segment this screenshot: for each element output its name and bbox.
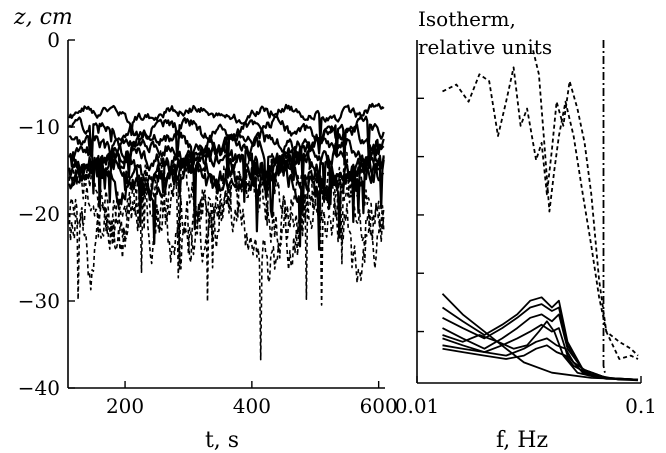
right-axes: 0.01 0.1: [395, 40, 657, 418]
right-x-axis-title: f, Hz: [496, 428, 548, 453]
right-chart: 0.01 0.1 Isotherm, relative units f, Hz: [395, 7, 657, 453]
right-x-tick-label: 0.1: [625, 394, 657, 418]
right-annotation-line-1: Isotherm,: [418, 7, 516, 31]
left-y-tick-label: −30: [18, 289, 60, 313]
left-x-tick-label: 600: [360, 394, 398, 418]
right-plot-series: [441, 40, 639, 382]
left-x-tick-label: 400: [233, 394, 271, 418]
left-x-tick-label: 200: [106, 394, 144, 418]
left-series-line-10: [68, 151, 385, 303]
left-y-tick-label: −10: [18, 115, 60, 139]
right-series-line-1: [442, 66, 639, 360]
left-y-axis-title-text: z, cm: [13, 5, 73, 30]
right-series-line-3: [602, 40, 606, 373]
left-axes: 0 −10 −20 −30 −40 200 400 600: [18, 28, 398, 418]
right-series-line-9: [442, 337, 638, 381]
right-annotation-line-2: relative units: [418, 35, 552, 59]
left-y-tick-label: 0: [47, 28, 60, 52]
right-series-line-2: [532, 50, 639, 357]
left-x-axis-title: t, s: [205, 428, 239, 453]
left-y-tick-label: −40: [18, 376, 60, 400]
left-series-line-1: [68, 102, 385, 144]
left-series-line-4: [68, 133, 385, 199]
left-series-line-11: [68, 158, 385, 361]
left-series-line-5: [68, 138, 385, 214]
left-series-line-8: [68, 158, 385, 251]
left-chart: z, cm 0 −10 −20 −30 −40 200 400 600 t, s: [13, 5, 398, 453]
left-y-tick-label: −20: [18, 202, 60, 226]
right-series-line-11: [442, 320, 639, 381]
right-series-line-4: [441, 293, 639, 381]
left-y-axis-title: z, cm: [13, 5, 73, 30]
left-plot-series: [68, 102, 385, 361]
right-x-tick-label: 0.01: [395, 394, 440, 418]
